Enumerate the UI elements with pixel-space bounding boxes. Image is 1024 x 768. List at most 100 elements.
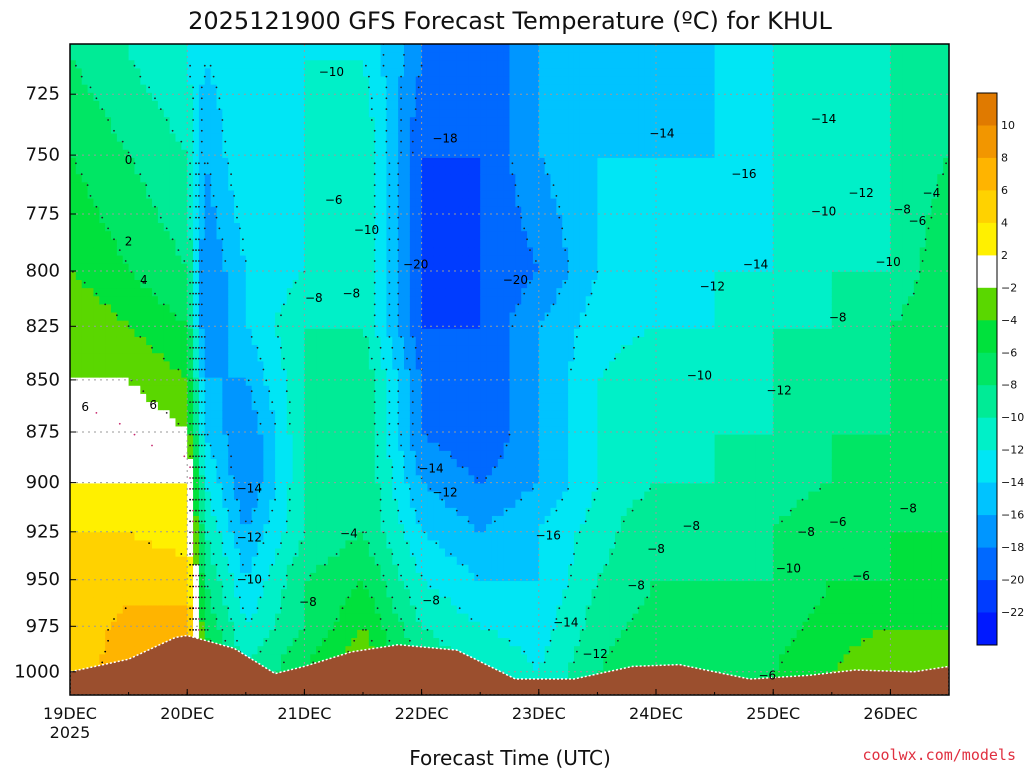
temperature-cell: [404, 386, 410, 395]
temperature-cell: [316, 418, 322, 427]
temperature-cell: [322, 435, 328, 444]
temperature-cell: [392, 150, 398, 159]
temperature-cell: [158, 68, 164, 77]
temperature-cell: [99, 353, 105, 362]
temperature-cell: [240, 321, 246, 330]
temperature-cell: [404, 166, 410, 175]
temperature-cell: [211, 109, 217, 118]
temperature-cell: [427, 435, 433, 444]
temperature-cell: [158, 532, 164, 541]
temperature-cell: [322, 125, 328, 134]
temperature-cell: [140, 378, 146, 387]
temperature-cell: [123, 402, 129, 411]
temperature-cell: [234, 304, 240, 313]
temperature-cell: [123, 581, 129, 590]
temperature-cell: [386, 573, 392, 582]
temperature-cell: [381, 410, 387, 419]
temperature-cell: [99, 288, 105, 297]
temperature-cell: [82, 516, 88, 525]
temperature-cell: [258, 516, 264, 525]
temperature-cell: [99, 329, 105, 338]
temperature-cell: [117, 508, 123, 517]
temperature-cell: [164, 483, 170, 492]
temperature-cell: [117, 622, 123, 631]
temperature-cell: [410, 239, 416, 248]
temperature-cell: [293, 459, 299, 468]
temperature-cell: [281, 52, 287, 61]
temperature-cell: [416, 370, 422, 379]
temperature-cell: [263, 77, 269, 86]
temperature-cell: [275, 272, 281, 281]
temperature-cell: [375, 451, 381, 460]
temperature-cell: [287, 459, 293, 468]
temperature-cell: [158, 321, 164, 330]
temperature-cell: [146, 85, 152, 94]
temperature-cell: [175, 52, 181, 61]
temperature-cell: [392, 378, 398, 387]
temperature-cell: [263, 654, 269, 663]
temperature-cell: [105, 215, 111, 224]
temperature-cell: [117, 68, 123, 77]
temperature-cell: [240, 370, 246, 379]
temperature-cell: [134, 605, 140, 614]
temperature-cell: [427, 166, 433, 175]
temperature-cell: [228, 337, 234, 346]
temperature-cell: [433, 85, 439, 94]
temperature-cell: [70, 337, 76, 346]
temperature-cell: [392, 345, 398, 354]
temperature-cell: [234, 77, 240, 86]
temperature-cell: [422, 540, 428, 549]
temperature-cell: [88, 109, 94, 118]
temperature-cell: [304, 500, 310, 509]
temperature-cell: [281, 280, 287, 289]
temperature-cell: [170, 190, 176, 199]
temperature-cell: [123, 467, 129, 476]
temperature-cell: [340, 630, 346, 639]
temperature-cell: [422, 386, 428, 395]
temperature-cell: [134, 247, 140, 256]
temperature-cell: [416, 402, 422, 411]
temperature-cell: [193, 597, 199, 606]
temperature-cell: [340, 605, 346, 614]
temperature-cell: [105, 516, 111, 525]
temperature-cell: [105, 117, 111, 126]
temperature-cell: [310, 142, 316, 151]
temperature-cell: [88, 329, 94, 338]
temperature-cell: [334, 158, 340, 167]
temperature-cell: [252, 605, 258, 614]
temperature-cell: [170, 573, 176, 582]
temperature-cell: [111, 638, 117, 647]
temperature-cell: [111, 304, 117, 313]
temperature-cell: [304, 435, 310, 444]
temperature-cell: [240, 451, 246, 460]
temperature-cell: [351, 508, 357, 517]
temperature-cell: [164, 182, 170, 191]
temperature-cell: [99, 646, 105, 655]
temperature-cell: [392, 451, 398, 460]
temperature-cell: [258, 459, 264, 468]
temperature-cell: [117, 589, 123, 598]
temperature-cell: [363, 85, 369, 94]
temperature-cell: [158, 426, 164, 435]
temperature-cell: [170, 410, 176, 419]
temperature-cell: [111, 418, 117, 427]
temperature-cell: [193, 337, 199, 346]
temperature-cell: [252, 166, 258, 175]
temperature-cell: [316, 223, 322, 232]
temperature-cell: [158, 451, 164, 460]
temperature-cell: [175, 272, 181, 281]
temperature-cell: [328, 256, 334, 265]
temperature-cell: [381, 492, 387, 501]
temperature-cell: [357, 337, 363, 346]
temperature-cell: [328, 410, 334, 419]
temperature-cell: [357, 549, 363, 558]
temperature-cell: [211, 524, 217, 533]
temperature-cell: [275, 288, 281, 297]
temperature-cell: [392, 540, 398, 549]
temperature-cell: [263, 345, 269, 354]
temperature-cell: [386, 597, 392, 606]
temperature-cell: [82, 589, 88, 598]
temperature-cell: [369, 378, 375, 387]
temperature-cell: [129, 215, 135, 224]
temperature-cell: [427, 60, 433, 69]
